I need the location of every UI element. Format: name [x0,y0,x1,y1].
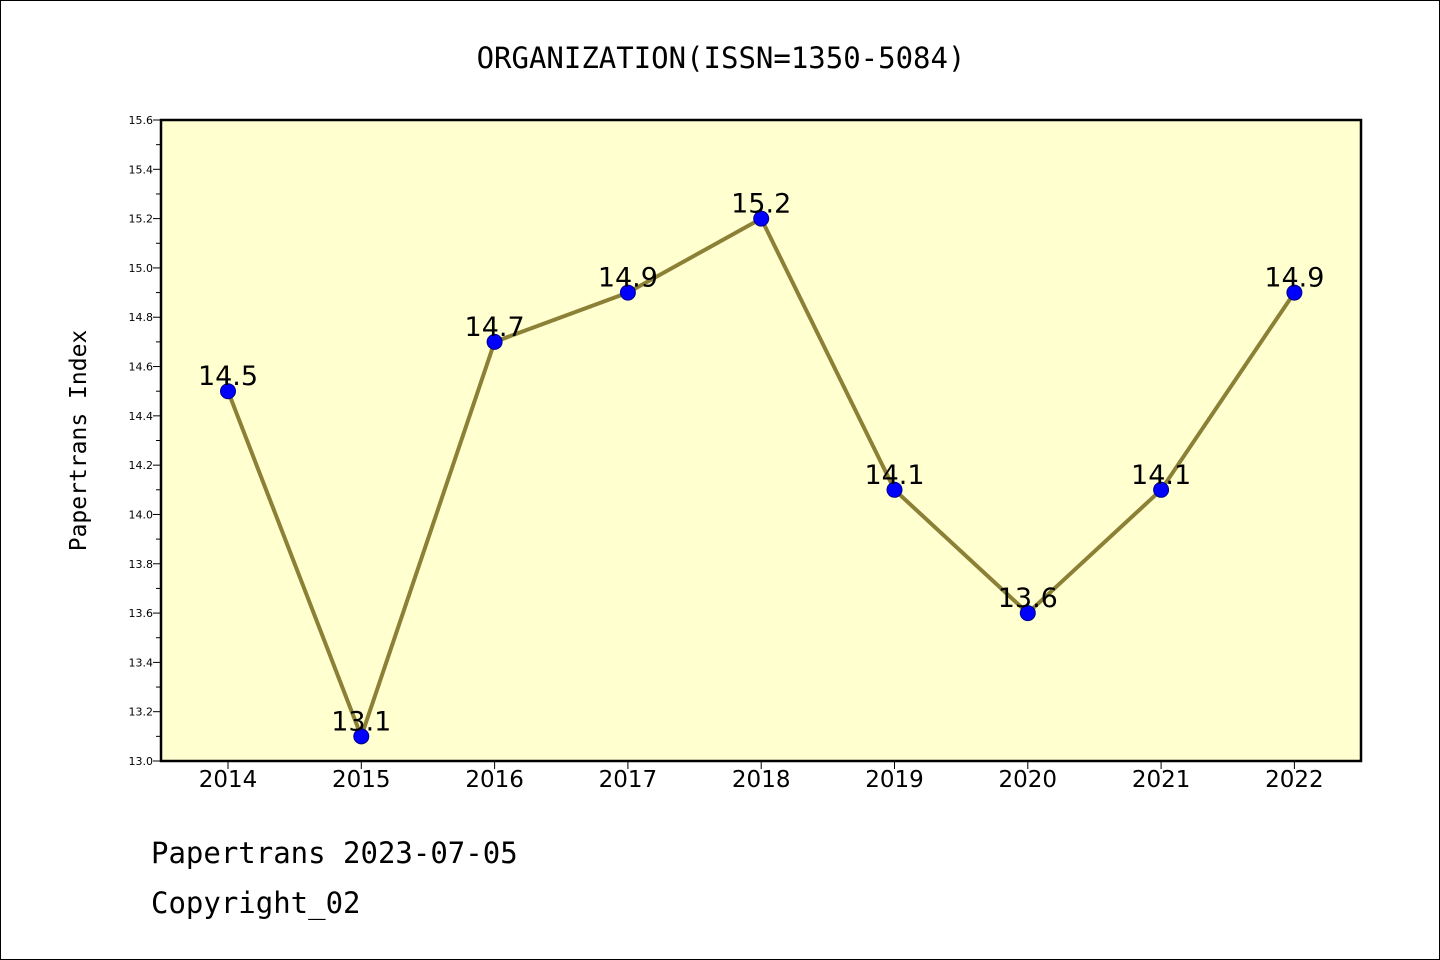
footer-date-line: Papertrans 2023-07-05 [151,836,518,870]
x-tick-label: 2016 [465,767,524,793]
data-point [1019,605,1036,622]
x-tick-label: 2020 [999,767,1058,793]
y-tick-label: 15.2 [129,213,154,226]
y-tick-label: 13.2 [129,706,154,719]
y-tick-label: 15.6 [129,114,154,127]
data-label: 14.7 [465,312,525,343]
data-point [220,383,236,400]
data-point [1286,284,1303,301]
plot-frame [159,118,1363,763]
y-tick-label: 13.8 [129,558,154,571]
data-label: 13.6 [998,583,1058,614]
data-label: 14.9 [598,263,658,294]
y-tick-label: 15.4 [129,163,154,176]
data-point [353,728,370,745]
data-label: 15.2 [731,189,791,220]
x-tick-label: 2018 [732,767,791,793]
footer-copyright: Copyright_02 [151,886,361,920]
data-label: 14.1 [864,460,924,491]
x-tick-label: 2014 [199,767,258,793]
x-tick-label: 2021 [1132,767,1191,793]
y-tick-label: 15.0 [129,262,154,275]
y-tick-label: 14.6 [129,361,154,374]
x-tick-label: 2019 [865,767,924,793]
y-tick-label: 14.0 [129,508,154,521]
y-tick-label: 13.0 [129,755,154,768]
y-tick-label: 14.8 [129,311,154,324]
x-tick-label: 2017 [599,767,658,793]
data-point [886,481,903,498]
data-point [486,333,503,350]
data-point [753,210,770,227]
y-tick-label: 13.4 [129,656,154,669]
x-tick-label: 2015 [332,767,391,793]
y-tick-label: 14.2 [129,459,154,472]
y-tick-label: 14.4 [129,410,154,423]
data-label: 14.5 [198,361,258,392]
data-point [1153,481,1170,498]
data-label: 14.1 [1131,460,1191,491]
data-label: 13.1 [331,706,391,737]
y-axis-label: Papertrans Index [66,330,92,552]
y-tick-label: 13.6 [129,607,154,620]
data-label: 14.9 [1264,263,1324,294]
data-point [619,284,636,301]
plot-area [161,120,1361,761]
x-tick-label: 2022 [1265,767,1324,793]
chart-title: ORGANIZATION(ISSN=1350-5084) [477,41,966,75]
